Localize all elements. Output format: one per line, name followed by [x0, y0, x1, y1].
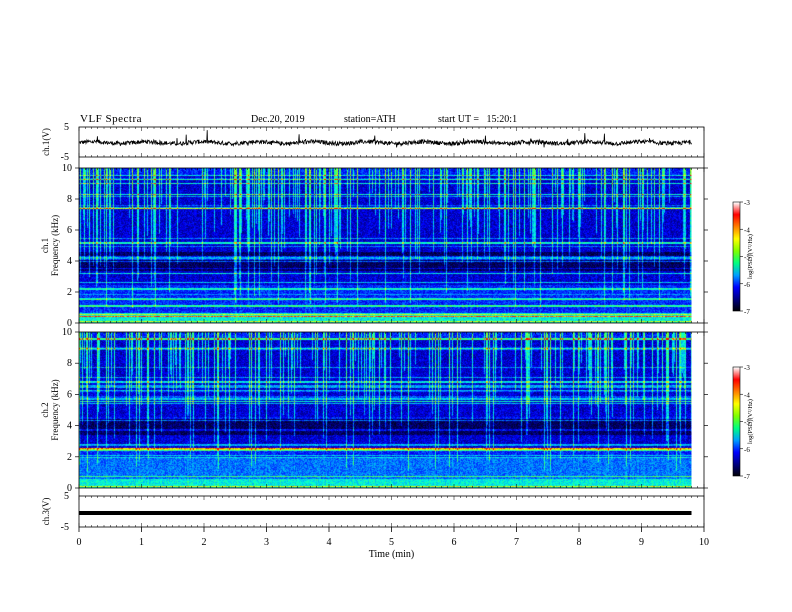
ch1-spectrogram-colorbar-tick-label: -7	[744, 308, 750, 316]
ch3-waveform-ytick-label: 5	[64, 491, 69, 502]
ch1-spectrogram-colorbar-tick-label: -5	[744, 254, 750, 262]
xaxis-tick-label: 6	[452, 537, 457, 548]
ch3-waveform-ytick-label: -5	[61, 522, 69, 533]
station-label: station=ATH	[344, 114, 396, 125]
ch2-spectrogram-colorbar-tick-label: -5	[744, 419, 750, 427]
xaxis-tick-label: 0	[77, 537, 82, 548]
xaxis-tick-label: 1	[139, 537, 144, 548]
ch2-spectrogram-ytick-label: 4	[67, 421, 72, 432]
ch2-spectrogram-channel-label: ch.2	[40, 402, 50, 417]
ch1-waveform-ytick-label: -5	[61, 152, 69, 163]
ch2-spectrogram-colorbar-tick-label: -7	[744, 473, 750, 481]
ch1-spectrogram-ytick-label: 2	[67, 287, 72, 298]
figure-title: VLF Spectra	[80, 113, 143, 125]
ch2-spectrogram-ytick-label: 8	[67, 358, 72, 369]
ch2-spectrogram-colorbar-tick-label: -3	[744, 364, 750, 372]
ch1-spectrogram-ylabel: Frequency (kHz)	[50, 215, 60, 276]
ch1-spectrogram-colorbar-label: log(PSD)(V²/Hz)	[747, 234, 754, 279]
ch3-waveform-ylabel: ch.3(V)	[41, 498, 51, 526]
ch1-waveform-trace	[78, 130, 692, 148]
ch2-spectrogram-image	[79, 332, 692, 488]
xaxis-label: Time (min)	[369, 549, 414, 560]
ch1-spectrogram-ytick-label: 10	[62, 163, 72, 174]
start-ut-label: start UT = 15:20:1	[438, 114, 518, 125]
ch2-spectrogram-colorbar	[733, 367, 740, 476]
xaxis-tick-label: 9	[639, 537, 644, 548]
ch1-waveform-ylabel: ch.1(V)	[41, 128, 51, 156]
xaxis-tick-label: 4	[327, 537, 332, 548]
xaxis-tick-label: 3	[264, 537, 269, 548]
ch1-spectrogram-colorbar-tick-label: -3	[744, 199, 750, 207]
xaxis-tick-label: 5	[389, 537, 394, 548]
spectrogram-layer	[79, 168, 740, 488]
ch2-spectrogram-ylabel: Frequency (kHz)	[50, 379, 60, 440]
ch1-spectrogram-image	[79, 168, 692, 323]
waveform-layer	[78, 130, 692, 516]
ch2-spectrogram-pad	[691, 332, 704, 488]
ch1-spectrogram-colorbar-tick-label: -6	[744, 281, 750, 289]
xaxis-tick-label: 2	[202, 537, 207, 548]
ch1-spectrogram-ytick-label: 8	[67, 194, 72, 205]
ch2-spectrogram-ytick-label: 0	[67, 483, 72, 494]
ch1-spectrogram-channel-label: ch.1	[40, 238, 50, 253]
ch1-spectrogram-pad	[691, 168, 704, 323]
ch2-spectrogram-ytick-label: 6	[67, 389, 72, 400]
ch1-spectrogram-ytick-label: 6	[67, 225, 72, 236]
ch1-spectrogram-ytick-label: 0	[67, 318, 72, 329]
xaxis-tick-label: 8	[577, 537, 582, 548]
axes-layer	[75, 126, 743, 532]
ch2-spectrogram-ytick-label: 10	[62, 327, 72, 338]
ch2-spectrogram-colorbar-label: log(PSD)(V²/Hz)	[747, 399, 754, 444]
xaxis-tick-label: 7	[514, 537, 519, 548]
ch1-spectrogram-colorbar-tick-label: -4	[744, 226, 750, 234]
ch2-spectrogram-colorbar-tick-label: -6	[744, 446, 750, 454]
ch2-spectrogram-ytick-label: 2	[67, 452, 72, 463]
ch2-spectrogram-colorbar-tick-label: -4	[744, 391, 750, 399]
date-label: Dec.20, 2019	[251, 114, 305, 125]
ch1-spectrogram-colorbar	[733, 202, 740, 311]
labels-layer: 5 -5 ch.1(V) -3 -4 -5 -6 -7 log(PSD)(V²/Hz) 0 2 4 6 8…	[40, 122, 754, 560]
ch1-spectrogram-ytick-label: 4	[67, 256, 72, 267]
ch1-waveform-ytick-label: 5	[64, 122, 69, 133]
xaxis-tick-label: 10	[699, 537, 709, 548]
